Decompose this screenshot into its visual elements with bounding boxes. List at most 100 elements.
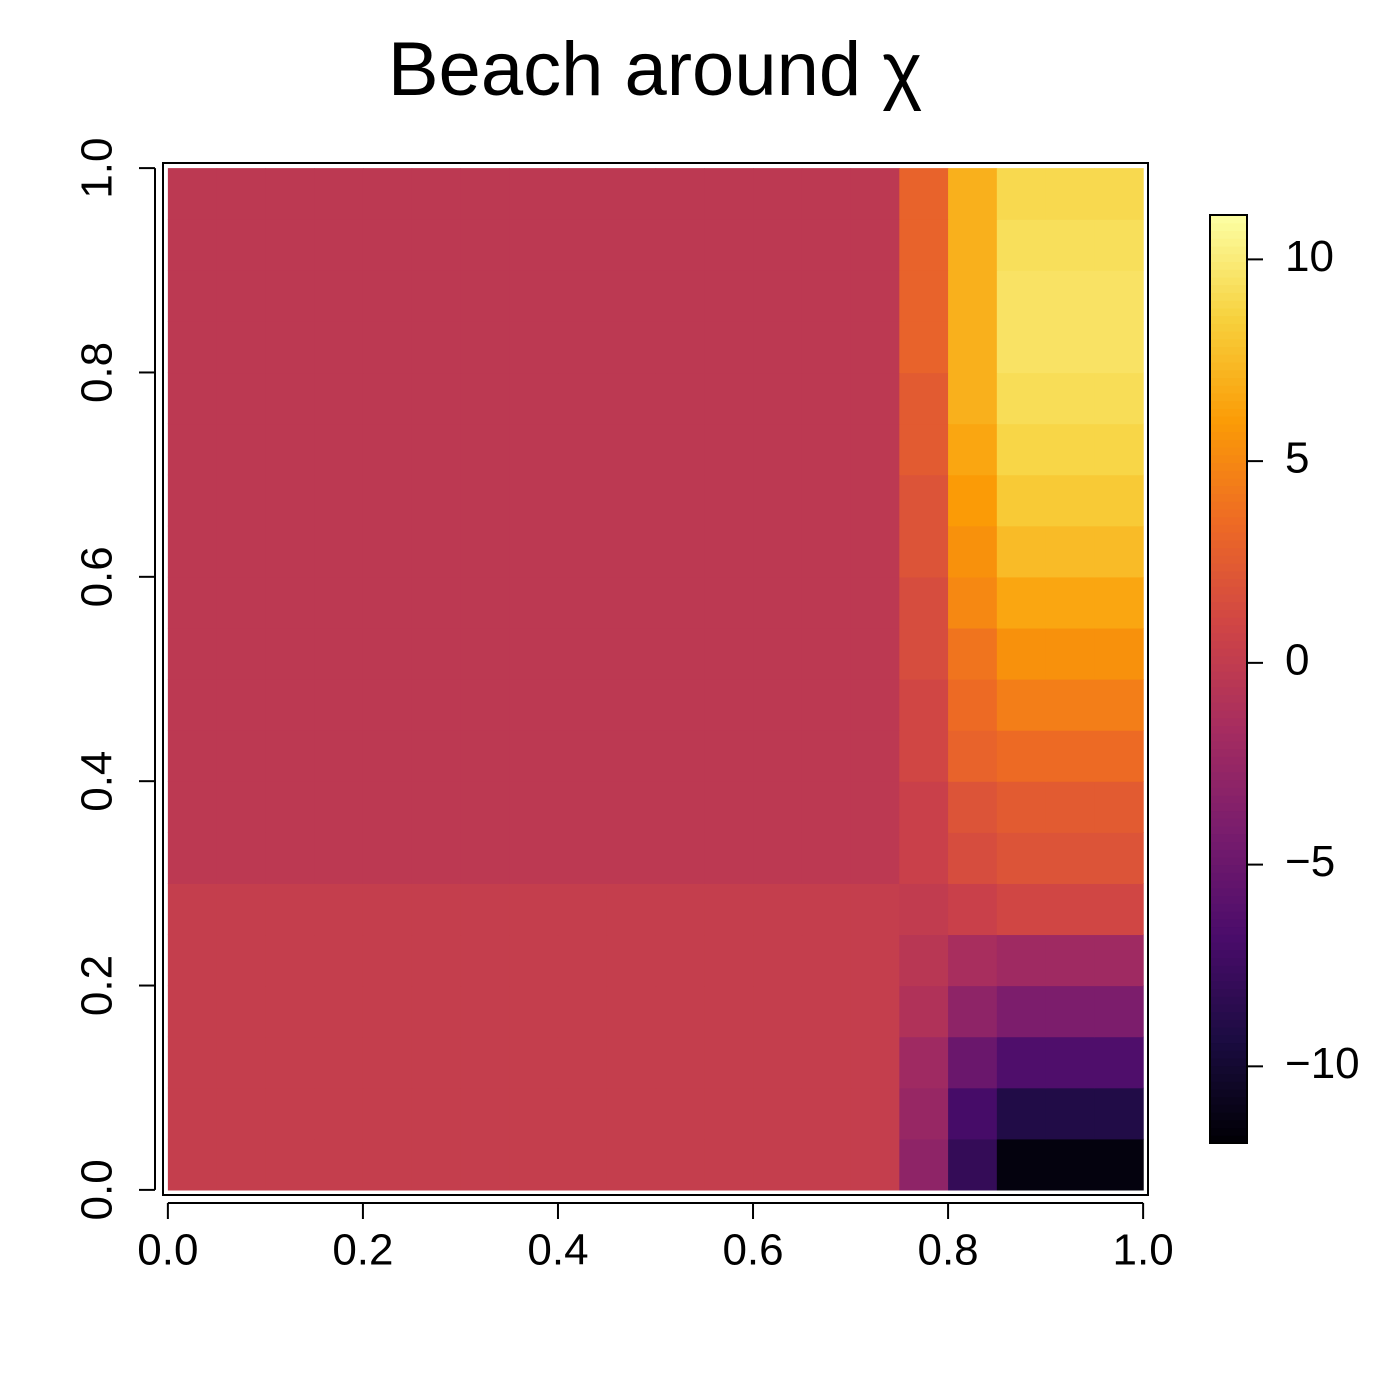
heat-cell	[216, 474, 267, 527]
heat-cell	[265, 423, 315, 476]
colorbar-step	[1210, 733, 1247, 742]
heat-cell	[460, 1036, 510, 1089]
heat-cell	[655, 576, 705, 629]
colorbar-tick-label: −10	[1285, 1039, 1360, 1088]
heat-cell	[655, 679, 705, 731]
heat-cell	[1045, 321, 1095, 374]
heat-cell	[753, 372, 803, 425]
heat-cell	[1045, 781, 1095, 833]
heat-cell	[216, 679, 267, 731]
colorbar-step	[1210, 911, 1247, 920]
heat-cell	[704, 832, 754, 884]
colorbar-step	[1210, 346, 1247, 355]
heat-cell	[411, 1036, 462, 1089]
heat-cell	[314, 679, 364, 731]
heat-cell	[509, 372, 559, 425]
heat-cell	[167, 985, 218, 1038]
colorbar-step	[1210, 609, 1247, 618]
heat-cell	[362, 1087, 413, 1140]
heat-cell	[1045, 883, 1095, 936]
heat-cell	[948, 270, 998, 322]
heat-cell	[1094, 730, 1144, 782]
heat-cell	[167, 525, 218, 578]
heat-cell	[704, 627, 754, 680]
colorbar-step	[1210, 787, 1247, 796]
heat-cell	[850, 219, 900, 271]
heat-cell	[996, 372, 1047, 425]
heat-cell	[753, 832, 803, 884]
heat-cell	[801, 883, 852, 936]
heat-cell	[167, 627, 218, 680]
colorbar-step	[1210, 686, 1247, 696]
heat-cell	[655, 730, 705, 782]
colorbar-step	[1210, 477, 1247, 487]
heat-cell	[509, 474, 559, 527]
heat-cell	[265, 627, 315, 680]
heat-cell	[557, 1138, 608, 1191]
heat-cell	[850, 372, 900, 425]
colorbar-step	[1210, 470, 1247, 479]
heat-cell	[557, 525, 608, 578]
colorbar-step	[1210, 702, 1247, 711]
heat-cell	[753, 730, 803, 782]
heat-cell	[948, 219, 998, 271]
heat-cell	[899, 1138, 949, 1191]
colorbar-step	[1210, 331, 1247, 340]
heat-cell	[850, 985, 900, 1038]
heat-cell	[1094, 1087, 1144, 1140]
heat-cell	[460, 1087, 510, 1140]
colorbar-step	[1210, 903, 1247, 912]
heat-cell	[1094, 321, 1144, 374]
heat-cell	[948, 474, 998, 527]
colorbar-tick-label: 0	[1285, 635, 1309, 684]
colorbar-step	[1210, 1003, 1247, 1013]
heat-cell	[216, 525, 267, 578]
colorbar-step	[1210, 563, 1247, 572]
y-tick-label: 1.0	[73, 138, 122, 199]
heat-cell	[411, 321, 462, 374]
heat-cell	[948, 525, 998, 578]
heat-cell	[996, 270, 1047, 322]
colorbar-step	[1210, 965, 1247, 974]
colorbar-step	[1210, 671, 1247, 680]
heat-cell	[460, 474, 510, 527]
heat-cell	[460, 321, 510, 374]
heat-cell	[167, 934, 218, 987]
heat-cell	[655, 168, 705, 220]
colorbar-step	[1210, 934, 1247, 943]
heat-cell	[801, 372, 852, 425]
heat-cell	[557, 832, 608, 884]
heat-cell	[557, 679, 608, 731]
colorbar-step	[1210, 215, 1247, 224]
heat-cell	[509, 423, 559, 476]
heat-cell	[411, 423, 462, 476]
colorbar-step	[1210, 508, 1247, 518]
heat-cell	[460, 1138, 510, 1191]
heat-cell	[996, 474, 1047, 527]
heat-cell	[460, 883, 510, 936]
colorbar-step	[1210, 284, 1247, 293]
heat-cell	[314, 627, 364, 680]
heat-cell	[362, 168, 413, 220]
colorbar-step	[1210, 864, 1247, 873]
x-tick-label: 0.6	[722, 1226, 783, 1275]
heat-cell	[850, 832, 900, 884]
heat-cell	[899, 627, 949, 680]
heat-cell	[899, 168, 949, 220]
heat-cell	[753, 423, 803, 476]
heat-cell	[996, 321, 1047, 374]
heat-cell	[460, 219, 510, 271]
colorbar-step	[1210, 972, 1247, 982]
heat-cell	[948, 1138, 998, 1191]
colorbar-step	[1210, 586, 1247, 595]
heat-cell	[411, 270, 462, 322]
heat-cell	[167, 372, 218, 425]
colorbar-step	[1210, 655, 1247, 665]
heat-cell	[460, 372, 510, 425]
heat-cell	[1094, 883, 1144, 936]
heat-cell	[850, 934, 900, 987]
heat-cell	[899, 423, 949, 476]
colorbar-step	[1210, 245, 1247, 255]
heat-cell	[850, 1036, 900, 1089]
colorbar-step	[1210, 709, 1247, 719]
